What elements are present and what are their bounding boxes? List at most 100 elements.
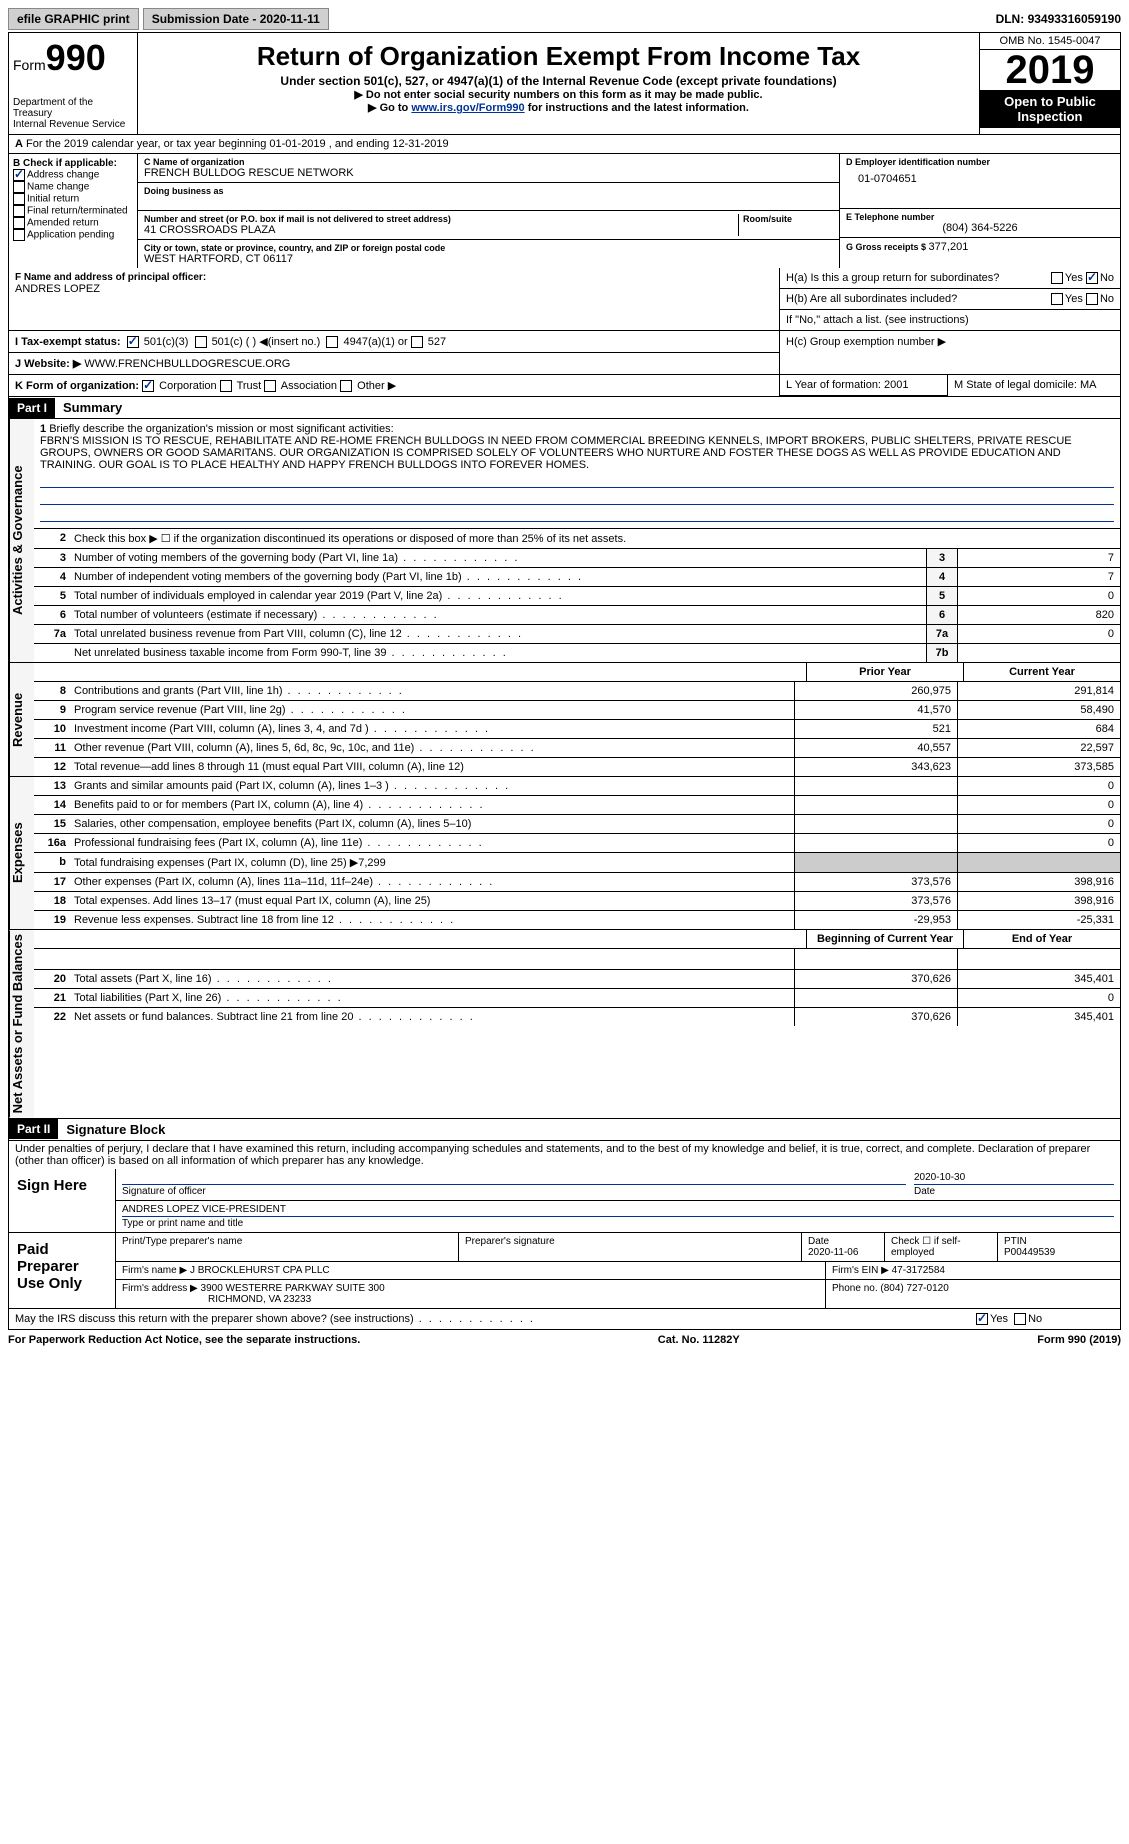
chk-ha-yes[interactable]: [1051, 272, 1063, 284]
efile-print-button[interactable]: efile GRAPHIC print: [8, 8, 139, 30]
l14-desc: Benefits paid to or for members (Part IX…: [70, 796, 794, 814]
chk-hb-yes[interactable]: [1051, 293, 1063, 305]
irs-label: Internal Revenue Service: [13, 119, 133, 130]
chk-discuss-yes[interactable]: [976, 1313, 988, 1325]
hb-label: H(b) Are all subordinates included?: [786, 293, 1051, 305]
form-word: Form: [13, 57, 46, 73]
chk-527[interactable]: [411, 336, 423, 348]
firm-addr1: 3900 WESTERRE PARKWAY SUITE 300: [201, 1283, 385, 1294]
l18-p: 373,576: [794, 892, 957, 910]
city-value: WEST HARTFORD, CT 06117: [144, 253, 833, 265]
firm-ein-lbl: Firm's EIN ▶: [832, 1265, 892, 1276]
l18-desc: Total expenses. Add lines 13–17 (must eq…: [70, 892, 794, 910]
ha-no: No: [1100, 272, 1114, 284]
l14-p: [794, 796, 957, 814]
chk-trust[interactable]: [220, 380, 232, 392]
ha-label: H(a) Is this a group return for subordin…: [786, 272, 1051, 284]
footer-mid: Cat. No. 11282Y: [658, 1334, 740, 1346]
chk-other[interactable]: [340, 380, 352, 392]
l3-box: 3: [926, 549, 957, 567]
discuss-text: May the IRS discuss this return with the…: [9, 1309, 972, 1329]
l16b-c: [957, 853, 1120, 872]
l22-desc: Net assets or fund balances. Subtract li…: [70, 1008, 794, 1026]
chk-501c[interactable]: [195, 336, 207, 348]
l9-p: 41,570: [794, 701, 957, 719]
dept-treasury: Department of the Treasury: [13, 97, 133, 119]
subtitle-1: Under section 501(c), 527, or 4947(a)(1)…: [144, 74, 973, 88]
form-org-label: K Form of organization:: [15, 380, 139, 392]
l20-e: 345,401: [957, 970, 1120, 988]
l17-c: 398,916: [957, 873, 1120, 891]
lbl-trust: Trust: [237, 380, 262, 392]
dba-label: Doing business as: [144, 186, 833, 196]
chk-discuss-no[interactable]: [1014, 1313, 1026, 1325]
chk-ha-no[interactable]: [1086, 272, 1098, 284]
chk-initial[interactable]: [13, 193, 25, 205]
l10-c: 684: [957, 720, 1120, 738]
l16b-desc: Total fundraising expenses (Part IX, col…: [70, 853, 794, 872]
lbl-name-change: Name change: [27, 182, 89, 193]
chk-app-pending[interactable]: [13, 229, 25, 241]
part1-title: Summary: [55, 397, 130, 418]
l13-desc: Grants and similar amounts paid (Part IX…: [70, 777, 794, 795]
chk-name-change[interactable]: [13, 181, 25, 193]
chk-assoc[interactable]: [264, 380, 276, 392]
prep-date: 2020-11-06: [808, 1247, 858, 1258]
org-name-label: C Name of organization: [144, 157, 833, 167]
lbl-final: Final return/terminated: [27, 206, 128, 217]
domicile-label: M State of legal domicile:: [954, 379, 1080, 391]
chk-corp[interactable]: [142, 380, 154, 392]
irs-link[interactable]: www.irs.gov/Form990: [411, 102, 524, 114]
l19-p: -29,953: [794, 911, 957, 929]
l9-c: 58,490: [957, 701, 1120, 719]
chk-4947[interactable]: [326, 336, 338, 348]
sign-here-label: Sign Here: [9, 1169, 116, 1232]
paid-preparer-label: Paid Preparer Use Only: [9, 1233, 116, 1308]
form-title: Return of Organization Exempt From Incom…: [144, 41, 973, 72]
l22-e: 345,401: [957, 1008, 1120, 1026]
l13-c: 0: [957, 777, 1120, 795]
year-formation-label: L Year of formation:: [786, 379, 884, 391]
l5-desc: Total number of individuals employed in …: [70, 587, 926, 605]
phone-label: E Telephone number: [846, 212, 1114, 222]
chk-address-change[interactable]: [13, 169, 25, 181]
chk-amended[interactable]: [13, 217, 25, 229]
submission-label: Submission Date -: [152, 12, 260, 26]
firm-addr-lbl: Firm's address ▶: [122, 1283, 201, 1294]
chk-hb-no[interactable]: [1086, 293, 1098, 305]
l16b-p: [794, 853, 957, 872]
street-label: Number and street (or P.O. box if mail i…: [144, 214, 738, 224]
l6-val: 820: [957, 606, 1120, 624]
l7a-box: 7a: [926, 625, 957, 643]
goto-pre: ▶ Go to: [368, 102, 411, 114]
firm-phone: (804) 727-0120: [880, 1283, 948, 1294]
form-number: 990: [46, 37, 106, 78]
l14-c: 0: [957, 796, 1120, 814]
chk-501c3[interactable]: [127, 336, 139, 348]
l17-p: 373,576: [794, 873, 957, 891]
l12-desc: Total revenue—add lines 8 through 11 (mu…: [70, 758, 794, 776]
part2-title: Signature Block: [58, 1119, 173, 1140]
chk-final[interactable]: [13, 205, 25, 217]
l18-c: 398,916: [957, 892, 1120, 910]
city-label: City or town, state or province, country…: [144, 243, 833, 253]
l20-b: 370,626: [794, 970, 957, 988]
vtab-net-assets: Net Assets or Fund Balances: [9, 930, 34, 1117]
tax-status-label: I Tax-exempt status:: [15, 336, 121, 348]
col-end: End of Year: [963, 930, 1120, 948]
org-name: FRENCH BULLDOG RESCUE NETWORK: [144, 167, 833, 179]
year-formation: 2001: [884, 379, 908, 391]
mission-label: Briefly describe the organization's miss…: [49, 423, 393, 435]
l4-val: 7: [957, 568, 1120, 586]
l12-c: 373,585: [957, 758, 1120, 776]
l8-p: 260,975: [794, 682, 957, 700]
lbl-other: Other ▶: [357, 380, 396, 392]
officer-label: F Name and address of principal officer:: [15, 272, 773, 283]
l8-c: 291,814: [957, 682, 1120, 700]
l11-p: 40,557: [794, 739, 957, 757]
l11-c: 22,597: [957, 739, 1120, 757]
box-b-label: B Check if applicable:: [13, 158, 133, 169]
l17-desc: Other expenses (Part IX, column (A), lin…: [70, 873, 794, 891]
l4-box: 4: [926, 568, 957, 586]
l5-val: 0: [957, 587, 1120, 605]
